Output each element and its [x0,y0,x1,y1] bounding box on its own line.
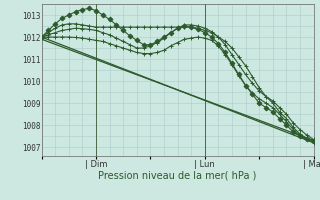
X-axis label: Pression niveau de la mer( hPa ): Pression niveau de la mer( hPa ) [99,171,257,181]
